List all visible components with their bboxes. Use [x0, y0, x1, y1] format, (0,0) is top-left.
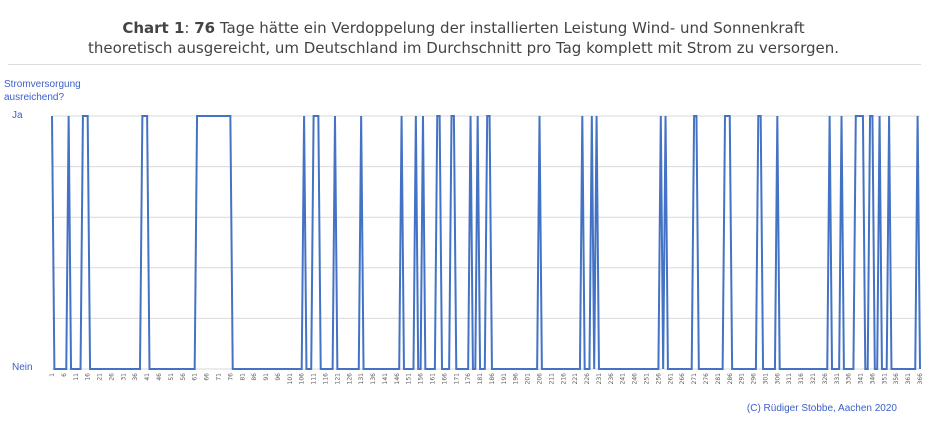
x-tick-label: 226	[584, 373, 591, 385]
x-tick-label: 161	[429, 373, 436, 385]
chart-title-line-1-text: Tage hätte ein Verdoppelung der installi…	[215, 19, 805, 37]
x-tick-label: 166	[441, 373, 448, 385]
x-tick-label: 71	[215, 373, 222, 381]
x-tick-label: 336	[846, 373, 853, 385]
y-axis-label: Stromversorgung ausreichend?	[4, 78, 100, 104]
x-tick-label: 246	[632, 373, 639, 385]
x-tick-label: 206	[537, 373, 544, 385]
x-tick-label: 356	[893, 373, 900, 385]
credit-text: (C) Rüdiger Stobbe, Aachen 2020	[746, 403, 897, 414]
y-axis-label-text: Stromversorgung ausreichend?	[4, 79, 81, 103]
x-tick-label: 111	[311, 373, 318, 385]
title-divider	[8, 64, 921, 65]
x-tick-label: 366	[917, 373, 924, 385]
x-tick-label: 251	[644, 373, 651, 385]
x-tick-label: 286	[727, 373, 734, 385]
x-tick-label: 321	[810, 373, 817, 385]
x-tick-label: 306	[774, 373, 781, 385]
x-tick-label: 146	[394, 373, 401, 385]
x-tick-label: 221	[572, 373, 579, 385]
x-tick-label: 16	[85, 373, 92, 381]
x-tick-label: 341	[858, 373, 865, 385]
x-tick-label: 266	[679, 373, 686, 385]
x-tick-label: 176	[465, 373, 472, 385]
x-tick-label: 41	[144, 373, 151, 381]
x-tick-label: 96	[275, 373, 282, 381]
x-tick-label: 216	[560, 373, 567, 385]
chart-title-separator: :	[184, 19, 195, 37]
x-tick-label: 66	[204, 373, 211, 381]
x-tick-label: 76	[227, 373, 234, 381]
series-line	[51, 115, 921, 370]
x-tick-label: 156	[418, 373, 425, 385]
x-tick-label: 181	[477, 373, 484, 385]
x-tick-label: 36	[132, 373, 139, 381]
x-tick-label: 11	[73, 373, 80, 381]
x-tick-label: 276	[703, 373, 710, 385]
x-tick-label: 236	[608, 373, 615, 385]
x-tick-label: 6	[61, 373, 68, 377]
x-tick-label: 331	[834, 373, 841, 385]
x-tick-label: 51	[168, 373, 175, 381]
x-tick-label: 351	[881, 373, 888, 385]
x-tick-label: 326	[822, 373, 829, 385]
y-tick-nein: Nein	[12, 362, 33, 373]
x-tick-label: 26	[108, 373, 115, 381]
x-tick-label: 296	[751, 373, 758, 385]
x-tick-label: 311	[786, 373, 793, 385]
x-tick-label: 196	[513, 373, 520, 385]
x-tick-label: 61	[192, 373, 199, 381]
x-tick-label: 1	[49, 373, 56, 377]
x-tick-label: 316	[798, 373, 805, 385]
x-tick-label: 171	[453, 373, 460, 385]
x-tick-label: 291	[739, 373, 746, 385]
x-tick-label: 121	[334, 373, 341, 385]
chart-title-line-1: Chart 1: 76 Tage hätte ein Verdoppelung …	[0, 18, 927, 38]
x-tick-label: 211	[548, 373, 555, 385]
y-tick-ja: Ja	[12, 110, 23, 121]
chart-title-label: Chart 1	[122, 19, 185, 37]
x-tick-label: 141	[382, 373, 389, 385]
chart-title-count: 76	[194, 19, 216, 37]
x-axis-ticks: 1 6 11 16 21 26 31 36 41 46 51 56 61 66 71 76 81 86 91 96 10…	[49, 373, 924, 385]
x-tick-label: 346	[869, 373, 876, 385]
x-tick-label: 201	[525, 373, 532, 385]
x-tick-label: 31	[120, 373, 127, 381]
chart-title: Chart 1: 76 Tage hätte ein Verdoppelung …	[0, 18, 927, 58]
x-tick-label: 116	[322, 373, 329, 385]
x-tick-label: 86	[251, 373, 258, 381]
x-tick-label: 91	[263, 373, 270, 381]
x-tick-label: 256	[655, 373, 662, 385]
x-tick-label: 281	[715, 373, 722, 385]
x-tick-label: 46	[156, 373, 163, 381]
x-tick-label: 231	[596, 373, 603, 385]
x-tick-label: 186	[489, 373, 496, 385]
series-layer	[51, 115, 921, 370]
x-tick-label: 126	[346, 373, 353, 385]
chart-title-line-2: theoretisch ausgereicht, um Deutschland …	[87, 39, 840, 57]
x-tick-label: 191	[501, 373, 508, 385]
x-tick-label: 101	[287, 373, 294, 385]
x-tick-label: 241	[620, 373, 627, 385]
x-tick-label: 361	[905, 373, 912, 385]
x-tick-label: 151	[406, 373, 413, 385]
x-tick-label: 106	[299, 373, 306, 385]
x-tick-label: 21	[97, 373, 104, 381]
x-tick-label: 136	[370, 373, 377, 385]
x-tick-label: 131	[358, 373, 365, 385]
x-tick-label: 301	[762, 373, 769, 385]
x-tick-label: 271	[691, 373, 698, 385]
x-tick-label: 261	[667, 373, 674, 385]
x-tick-label: 81	[239, 373, 246, 381]
x-tick-label: 56	[180, 373, 187, 381]
